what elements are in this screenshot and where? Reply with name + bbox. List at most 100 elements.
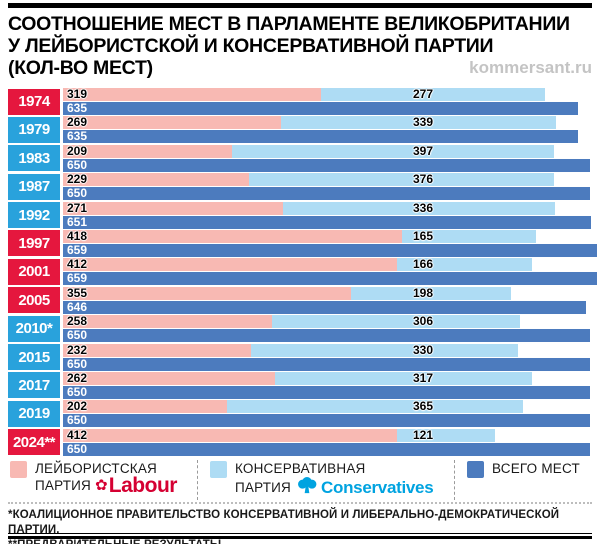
party-seats-bar: 271 336: [63, 200, 592, 215]
conservative-bar-segment: [281, 116, 556, 130]
year-label: 1987: [8, 173, 60, 200]
page-title-line-1: СООТНОШЕНИЕ МЕСТ В ПАРЛАМЕНТЕ ВЕЛИКОБРИТ…: [8, 13, 570, 35]
total-seats-value: 650: [67, 328, 88, 343]
total-label: ВСЕГО МЕСТ: [492, 460, 580, 476]
chart-row: 2015 232 330 650: [8, 342, 592, 371]
bars: 319 277 635: [63, 88, 592, 115]
bars: 412 121 650: [63, 427, 592, 456]
total-seats-bar: 646: [63, 299, 586, 314]
legend-item-total: ВСЕГО МЕСТ: [455, 460, 592, 478]
labour-bar-segment: [63, 428, 397, 442]
chart-row: 1983 209 397 650: [8, 143, 592, 172]
year-label: 1992: [8, 202, 60, 229]
bars: 271 336 651: [63, 200, 592, 229]
chart-rows: 1974 319 277 635 1979 269 339 635 1983 209 397 650 1…: [8, 88, 597, 456]
conservative-bar-segment: [402, 229, 536, 243]
conservative-seats-value: 336: [412, 200, 434, 215]
conservative-seats-value: 121: [412, 427, 434, 442]
conservative-bar-segment: [283, 201, 555, 215]
year-label: 1983: [8, 145, 60, 172]
labour-seats-value: 232: [67, 342, 88, 357]
total-seats-value: 650: [67, 157, 88, 172]
party-seats-bar: 269 339: [63, 115, 592, 130]
total-seats-value: 650: [67, 413, 88, 428]
labour-swatch: [10, 460, 27, 478]
total-seats-bar: 635: [63, 129, 578, 144]
total-seats-bar: 650: [63, 187, 590, 201]
conservative-seats-value: 397: [412, 143, 434, 158]
conservative-bar-segment: [251, 343, 518, 357]
conservative-seats-value: 376: [412, 172, 434, 187]
labour-seats-value: 202: [67, 399, 88, 414]
total-seats-value: 646: [67, 299, 88, 314]
conservative-seats-value: 339: [412, 115, 434, 130]
party-seats-bar: 232 330: [63, 342, 592, 357]
conservative-seats-value: 317: [412, 370, 434, 385]
total-seats-bar: 650: [63, 384, 590, 399]
legend-separator: [197, 459, 198, 500]
labour-bar-segment: [63, 201, 283, 215]
labour-legend-text: ЛЕЙБОРИСТСКАЯ ПАРТИЯ ✿ Labour: [35, 460, 177, 496]
labour-seats-value: 271: [67, 200, 88, 215]
total-seats-value: 659: [67, 242, 88, 257]
total-seats-bar: 650: [63, 441, 590, 456]
conservative-bar-segment: [321, 88, 545, 101]
labour-seats-value: 229: [67, 172, 88, 187]
party-seats-bar: 262 317: [63, 370, 592, 385]
chart-row: 2019 202 365 650: [8, 399, 592, 428]
year-label: 1997: [8, 230, 60, 257]
total-seats-value: 635: [67, 101, 88, 115]
labour-bar-segment: [63, 229, 402, 243]
bars: 202 365 650: [63, 399, 592, 428]
total-seats-bar: 650: [63, 357, 590, 371]
chart-row: 1992 271 336 651: [8, 200, 592, 229]
year-label: 2005: [8, 287, 60, 314]
chart-row: 1974 319 277 635: [8, 88, 592, 115]
labour-label-line2: ПАРТИЯ: [35, 477, 92, 493]
bars: 262 317 650: [63, 370, 592, 399]
labour-rose-icon: ✿: [95, 476, 108, 494]
labour-bar-segment: [63, 144, 232, 158]
total-seats-bar: 650: [63, 328, 590, 343]
total-seats-value: 659: [67, 271, 88, 286]
year-label: 2010*: [8, 315, 60, 342]
year-label: 1979: [8, 116, 60, 143]
labour-seats-value: 209: [67, 143, 88, 158]
conservative-bar-segment: [232, 144, 554, 158]
labour-seats-value: 355: [67, 285, 88, 300]
legend-item-labour: ЛЕЙБОРИСТСКАЯ ПАРТИЯ ✿ Labour: [8, 460, 197, 496]
conservative-legend-text: КОНСЕРВАТИВНАЯ ПАРТИЯ Con: [235, 460, 434, 498]
conservatives-logo-text: Conservatives: [321, 477, 434, 497]
labour-bar-segment: [63, 88, 321, 101]
labour-seats-value: 262: [67, 370, 88, 385]
total-seats-bar: 659: [63, 271, 597, 286]
party-seats-bar: 418 165: [63, 228, 592, 243]
total-seats-bar: 659: [63, 242, 597, 257]
total-seats-bar: 635: [63, 102, 578, 115]
labour-seats-value: 418: [67, 228, 88, 243]
total-seats-value: 635: [67, 129, 88, 144]
conservative-seats-value: 165: [412, 228, 434, 243]
conservative-tree-icon: [296, 476, 318, 498]
footnote-preliminary: **ПРЕДВАРИТЕЛЬНЫЕ РЕЗУЛЬТАТЫ.: [8, 538, 592, 544]
conservative-bar-segment: [351, 286, 511, 300]
legend: ЛЕЙБОРИСТСКАЯ ПАРТИЯ ✿ Labour КОНСЕРВАТИ…: [8, 459, 592, 500]
labour-bar-segment: [63, 371, 275, 385]
legend-item-conservative: КОНСЕРВАТИВНАЯ ПАРТИЯ Con: [198, 460, 454, 498]
labour-seats-value: 319: [67, 87, 88, 101]
year-label: 2024**: [8, 429, 60, 456]
conservative-bar-segment: [272, 315, 520, 329]
chart-row: 2001 412 166 659: [8, 258, 597, 286]
total-seats-value: 650: [67, 384, 88, 399]
total-seats-value: 651: [67, 214, 88, 229]
total-seats-value: 650: [67, 441, 88, 456]
party-seats-bar: 209 397: [63, 143, 592, 158]
chart-row: 1997 418 165 659: [8, 228, 597, 257]
conservative-bar-segment: [227, 400, 523, 414]
conservative-bar-segment: [249, 173, 554, 187]
chart-row: 1979 269 339 635: [8, 115, 592, 144]
bars: 209 397 650: [63, 143, 592, 172]
conservative-seats-value: 365: [412, 399, 434, 414]
conservative-label-line2: ПАРТИЯ: [235, 479, 292, 495]
party-seats-bar: 202 365: [63, 399, 592, 414]
